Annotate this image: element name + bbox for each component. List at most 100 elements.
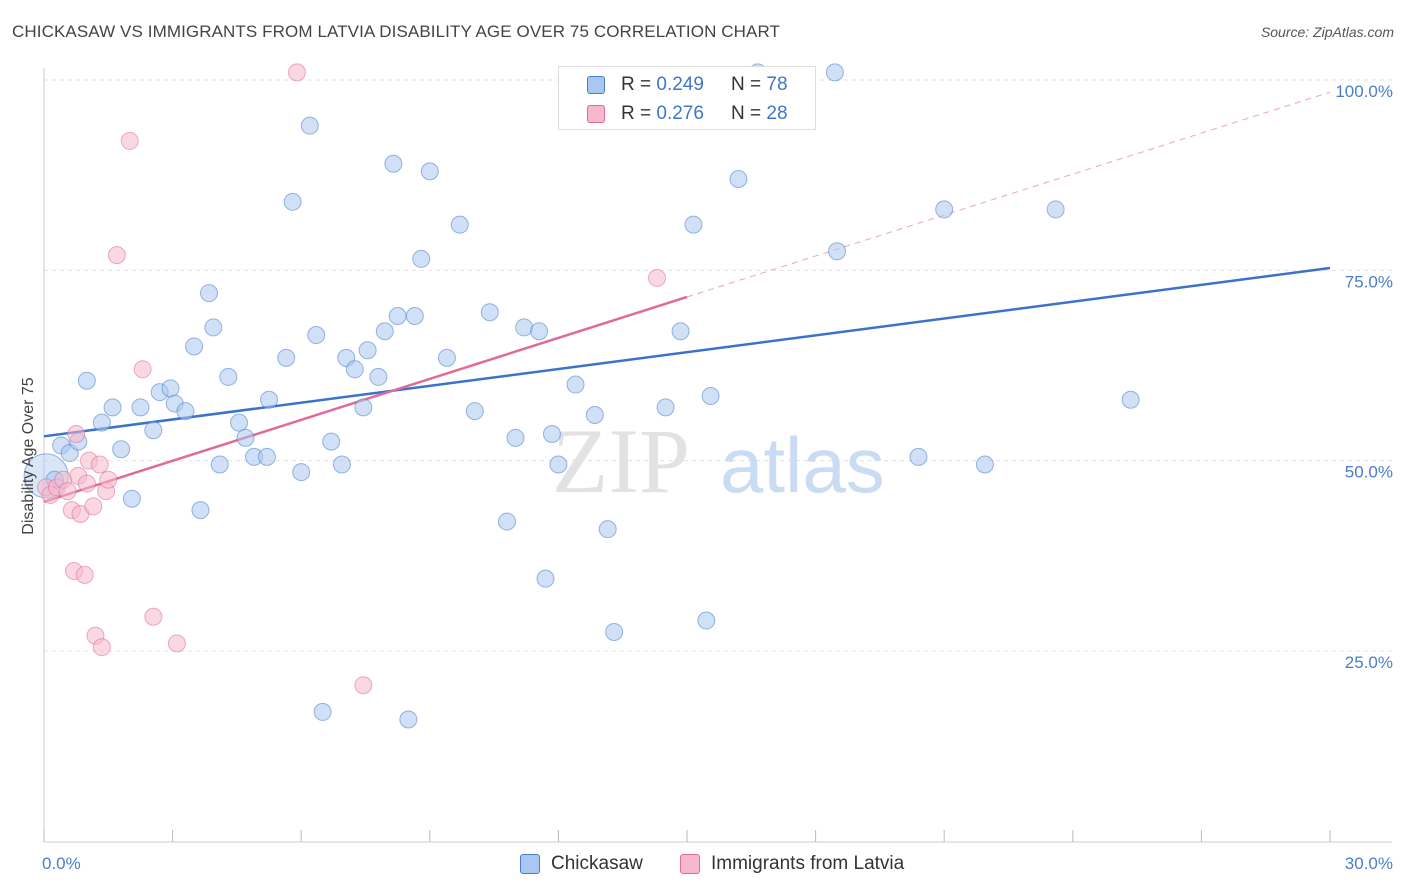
chickasaw-point — [412, 249, 431, 268]
r-value: 0.249 — [656, 74, 704, 95]
chickasaw-point — [566, 375, 585, 394]
chickasaw-point — [277, 348, 296, 367]
chickasaw-point — [506, 428, 525, 447]
stats-legend: R = 0.249 N = 78 R = 0.276 N = 28 — [558, 66, 816, 130]
r-stat: R = 0.249 — [621, 74, 704, 96]
latvia-point — [92, 638, 111, 657]
trend-line-extension — [686, 91, 1331, 298]
gridlines — [44, 79, 1392, 652]
chickasaw-swatch — [587, 76, 605, 94]
chickasaw-point — [598, 520, 617, 539]
chickasaw-point — [191, 501, 210, 520]
chickasaw-point — [536, 569, 555, 588]
chickasaw-point — [729, 169, 748, 188]
chickasaw-point — [1121, 390, 1140, 409]
chickasaw-point — [283, 192, 302, 211]
x-tick-label: 30.0% — [1345, 854, 1393, 873]
stats-legend-row-chickasaw: R = 0.249 N = 78 — [559, 69, 815, 101]
chart-title: CHICKASAW VS IMMIGRANTS FROM LATVIA DISA… — [12, 22, 781, 41]
chickasaw-point — [388, 307, 407, 326]
chart-source: Source: ZipAtlas.com — [1260, 24, 1394, 40]
n-value: 28 — [766, 103, 788, 124]
chickasaw-point — [935, 200, 954, 219]
chickasaw-point — [200, 284, 219, 303]
n-stat: N = 78 — [731, 74, 788, 96]
watermark: ZIP atlas — [552, 410, 885, 512]
chickasaw-point — [375, 322, 394, 341]
trend-line — [43, 266, 1331, 438]
axes — [43, 68, 1392, 843]
chickasaw-point — [354, 398, 373, 417]
n-label: N = — [731, 103, 767, 124]
chickasaw-point — [480, 303, 499, 322]
chickasaw-point — [185, 337, 204, 356]
chickasaw-point — [131, 398, 150, 417]
watermark-zip: ZIP — [552, 410, 690, 512]
chickasaw-point — [399, 710, 418, 729]
y-tick-label: 75.0% — [1345, 272, 1393, 291]
x-tick-label: 0.0% — [42, 854, 81, 873]
chickasaw-point — [322, 432, 341, 451]
y-tick-label: 50.0% — [1345, 463, 1393, 482]
chickasaw-point — [236, 428, 255, 447]
chickasaw-point — [77, 371, 96, 390]
latvia-point — [133, 360, 152, 379]
chickasaw-legend-label: Chickasaw — [551, 853, 643, 874]
r-stat: R = 0.276 — [621, 103, 704, 125]
chickasaw-point — [219, 367, 238, 386]
chickasaw-point — [530, 322, 549, 341]
chickasaw-point — [307, 326, 326, 345]
chickasaw-point — [437, 348, 456, 367]
chickasaw-point — [260, 390, 279, 409]
latvia-point — [90, 455, 109, 474]
n-value: 78 — [766, 74, 788, 95]
chickasaw-point — [292, 463, 311, 482]
latvia-point — [354, 676, 373, 695]
data-points — [23, 63, 1140, 729]
r-value: 0.276 — [656, 103, 704, 124]
chickasaw-point — [585, 405, 604, 424]
latvia-point — [107, 246, 126, 265]
series-legend: Chickasaw Immigrants from Latvia — [0, 852, 1406, 878]
chickasaw-point — [161, 379, 180, 398]
chickasaw-point — [300, 116, 319, 135]
n-label: N = — [731, 74, 767, 95]
y-tick-label: 100.0% — [1335, 82, 1393, 101]
latvia-point — [77, 474, 96, 493]
chickasaw-point — [313, 702, 332, 721]
chickasaw-point — [369, 367, 388, 386]
x-tick-labels: 0.0% 30.0% — [42, 854, 1393, 873]
r-label: R = — [621, 103, 657, 124]
chickasaw-legend-swatch — [520, 854, 540, 874]
chickasaw-point — [420, 162, 439, 181]
chickasaw-point — [210, 455, 229, 474]
latvia-legend-swatch — [680, 854, 700, 874]
chickasaw-point — [549, 455, 568, 474]
latvia-point — [144, 607, 163, 626]
chickasaw-point — [144, 421, 163, 440]
chickasaw-point — [405, 307, 424, 326]
chickasaw-point — [257, 447, 276, 466]
chickasaw-point — [450, 215, 469, 234]
n-stat: N = 28 — [731, 103, 788, 125]
chickasaw-point — [92, 413, 111, 432]
y-tick-label: 25.0% — [1345, 653, 1393, 672]
stats-legend-row-latvia: R = 0.276 N = 28 — [559, 98, 815, 130]
chickasaw-point — [1046, 200, 1065, 219]
latvia-point — [84, 497, 103, 516]
chickasaw-point — [103, 398, 122, 417]
latvia-point — [99, 470, 118, 489]
chickasaw-point — [656, 398, 675, 417]
chickasaw-point — [112, 440, 131, 459]
chickasaw-point — [975, 455, 994, 474]
chickasaw-point — [684, 215, 703, 234]
latvia-swatch — [587, 105, 605, 123]
watermark-atlas: atlas — [720, 421, 885, 509]
r-label: R = — [621, 74, 657, 95]
y-tick-labels: 25.0% 50.0% 75.0% 100.0% — [1335, 82, 1393, 672]
chickasaw-point — [176, 402, 195, 421]
chickasaw-point — [605, 622, 624, 641]
chickasaw-point — [358, 341, 377, 360]
latvia-point — [167, 634, 186, 653]
